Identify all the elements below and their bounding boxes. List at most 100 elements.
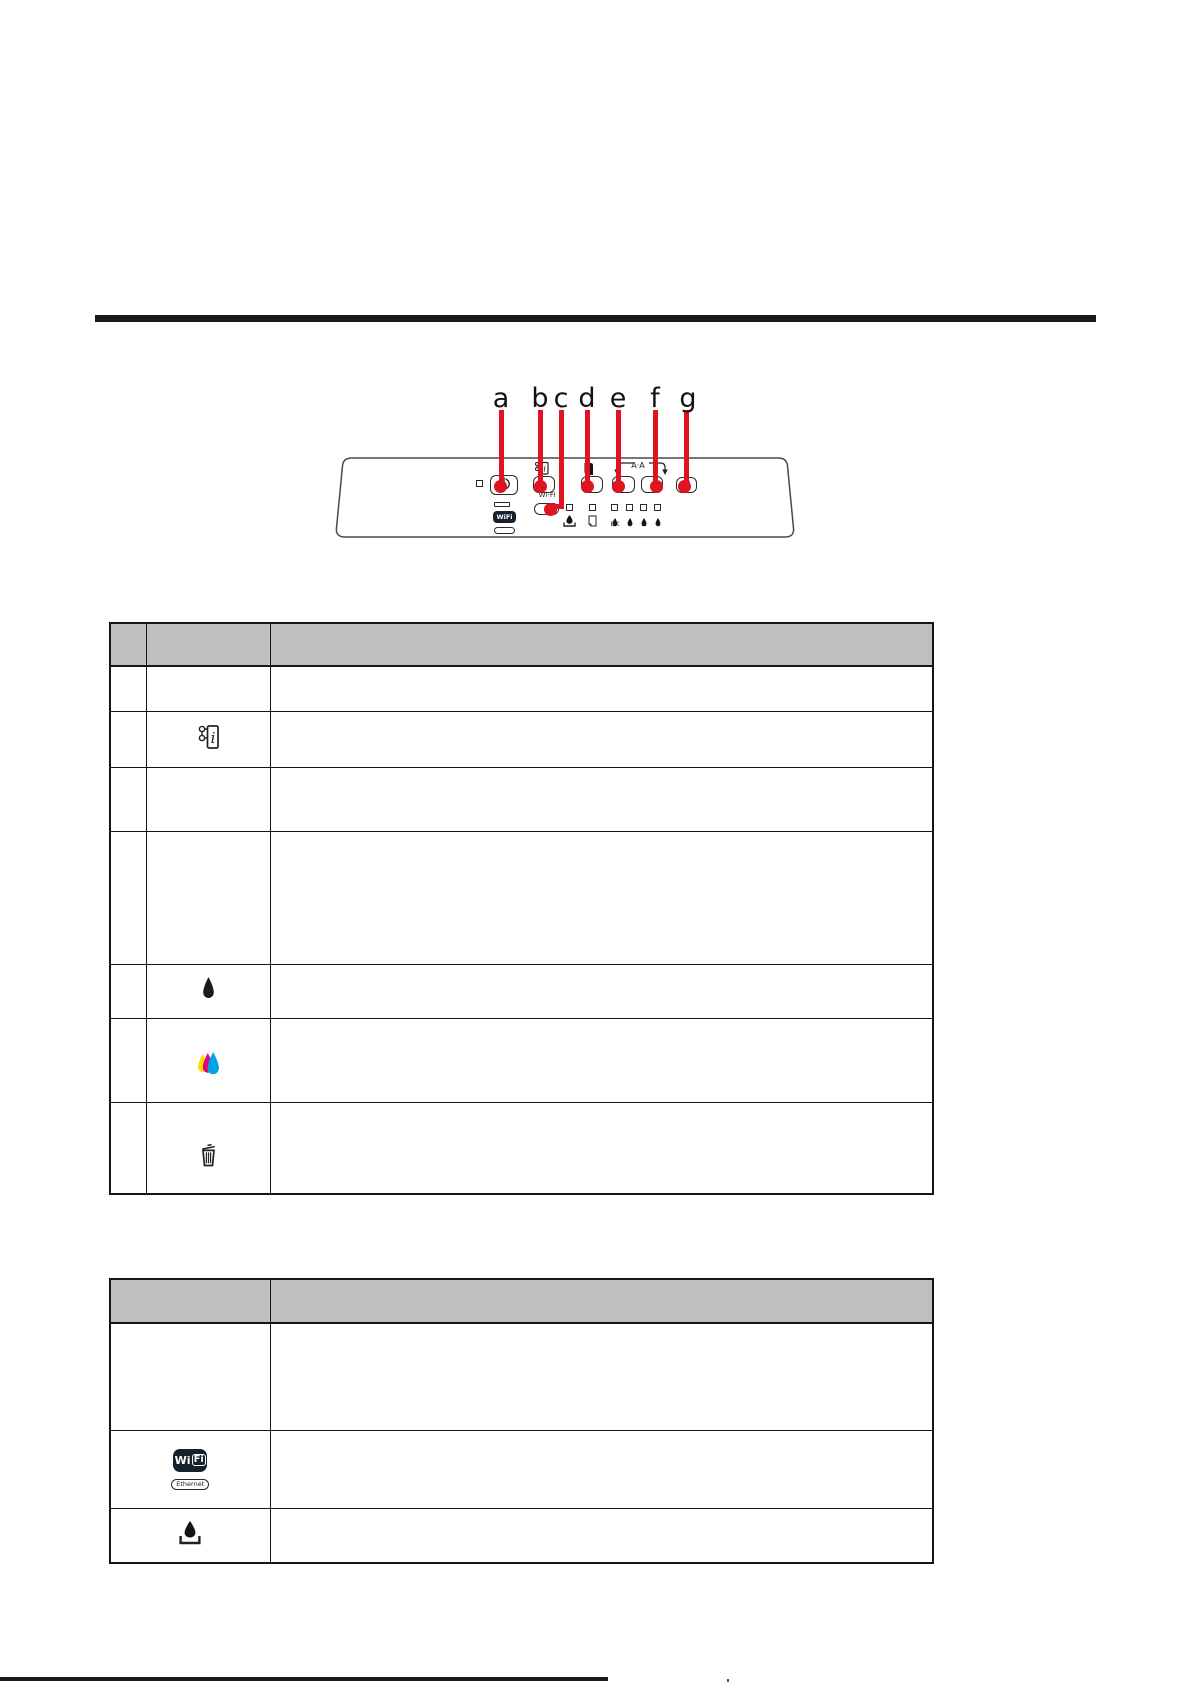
cell-function-b xyxy=(269,710,934,768)
cell-button-d xyxy=(145,830,271,965)
ink-maintenance-icon xyxy=(179,1521,201,1549)
wifi-light-bar-icon xyxy=(494,502,510,507)
cell-light-3 xyxy=(109,1507,271,1564)
ink-maintenance-icon xyxy=(563,512,576,531)
cell-status-2 xyxy=(269,1429,934,1509)
svg-text:i: i xyxy=(543,465,546,475)
callout-line-a xyxy=(498,410,504,488)
callout-dot-c xyxy=(543,502,557,516)
cell-letter-a xyxy=(109,665,147,712)
buttons-table-row-e xyxy=(109,963,934,1019)
lights-table: Wi Fi Ethernet xyxy=(109,1278,934,1564)
bottom-edge-tick xyxy=(727,1679,729,1682)
fit-copy-label: A·A xyxy=(631,461,645,470)
cell-function-g xyxy=(269,1101,934,1195)
cell-status-3 xyxy=(269,1507,934,1564)
lights-table-header-status xyxy=(269,1278,934,1324)
cell-function-d xyxy=(269,830,934,965)
buttons-table-row-g xyxy=(109,1101,934,1195)
cell-button-b: i xyxy=(145,710,271,768)
ethernet-logo-icon: Ethernet xyxy=(171,1478,210,1490)
ink-drop-icon-m xyxy=(641,512,647,531)
ink-drop-icon-y xyxy=(627,512,633,531)
lights-table-row-2: Wi Fi Ethernet xyxy=(109,1429,934,1509)
cell-letter-d xyxy=(109,830,147,965)
callout-letter-b: b xyxy=(531,383,549,414)
ink-label-m: M xyxy=(641,520,647,528)
black-ink-drop-icon xyxy=(202,977,215,1005)
trash-stop-icon xyxy=(200,1142,217,1171)
callout-dot-b xyxy=(533,479,547,493)
color-ink-drops-icon xyxy=(197,1052,220,1084)
cell-function-f xyxy=(269,1017,934,1103)
callout-dot-g xyxy=(677,479,691,493)
buttons-table-header-function xyxy=(269,622,934,667)
buttons-table-row-f xyxy=(109,1017,934,1103)
network-status-sheet-icon: i xyxy=(198,722,219,756)
ink-light-y xyxy=(626,504,633,511)
callout-line-f xyxy=(652,410,658,488)
paper-light xyxy=(589,504,596,511)
ink-light-bk xyxy=(611,504,618,511)
ink-label-bk: BK xyxy=(610,520,620,528)
wifi-button-label: Wi-Fi xyxy=(538,491,556,499)
ink-drop-icon-c xyxy=(655,512,661,531)
cell-function-e xyxy=(269,963,934,1019)
wifi-logo-wi: Wi xyxy=(174,1453,191,1467)
callout-letter-e: e xyxy=(609,383,627,414)
buttons-table-row-b: i xyxy=(109,710,934,768)
callout-line-b xyxy=(537,410,543,488)
ink-drop-icon-bk xyxy=(612,512,618,531)
cell-letter-g xyxy=(109,1101,147,1195)
callout-line-e xyxy=(615,410,621,488)
buttons-table: i xyxy=(109,622,934,1195)
cell-function-a xyxy=(269,665,934,712)
cell-light-1 xyxy=(109,1322,271,1431)
wifi-logo-icon: WiFi xyxy=(493,511,516,523)
lights-table-header-light xyxy=(109,1278,271,1324)
svg-text:i: i xyxy=(210,729,215,747)
cell-button-g xyxy=(145,1101,271,1195)
callout-letter-f: f xyxy=(650,383,660,414)
buttons-table-header-button xyxy=(145,622,271,667)
callout-dot-f xyxy=(649,479,663,493)
cell-light-2: Wi Fi Ethernet xyxy=(109,1429,271,1509)
ink-label-c: C xyxy=(655,520,661,528)
buttons-table-row-d xyxy=(109,830,934,965)
buttons-table-row-c xyxy=(109,766,934,832)
lights-table-row-1 xyxy=(109,1322,934,1431)
callout-letter-d: d xyxy=(578,383,596,414)
callout-line-g xyxy=(683,410,689,488)
ethernet-port-shape xyxy=(494,527,515,534)
ink-light-m xyxy=(640,504,647,511)
callout-dot-a xyxy=(493,479,507,493)
maintenance-light xyxy=(566,504,573,511)
ink-label-y: Y xyxy=(628,520,632,528)
cell-letter-f xyxy=(109,1017,147,1103)
callout-dot-d xyxy=(580,479,594,493)
buttons-table-row-a xyxy=(109,665,934,712)
buttons-table-header-letter xyxy=(109,622,147,667)
buttons-table-header-row xyxy=(109,622,934,667)
callout-line-c xyxy=(558,410,564,509)
cell-function-c xyxy=(269,766,934,832)
callout-dot-e xyxy=(611,479,625,493)
wifi-logo-fi: Fi xyxy=(191,1454,206,1466)
callout-letter-c: c xyxy=(553,383,569,414)
cell-button-a xyxy=(145,665,271,712)
callout-letter-a: a xyxy=(492,383,510,414)
cell-button-f xyxy=(145,1017,271,1103)
paper-light-icon xyxy=(588,512,597,531)
callout-line-d xyxy=(584,410,590,488)
cell-letter-e xyxy=(109,963,147,1019)
cell-letter-b xyxy=(109,710,147,768)
cell-button-c xyxy=(145,766,271,832)
callout-letter-g: g xyxy=(679,383,697,414)
section-divider-rule xyxy=(95,315,1096,322)
wifi-logo-icon: Wi Fi xyxy=(173,1448,208,1472)
cell-letter-c xyxy=(109,766,147,832)
bottom-edge-bar xyxy=(0,1677,608,1681)
cell-status-1 xyxy=(269,1322,934,1431)
ink-light-c xyxy=(654,504,661,511)
